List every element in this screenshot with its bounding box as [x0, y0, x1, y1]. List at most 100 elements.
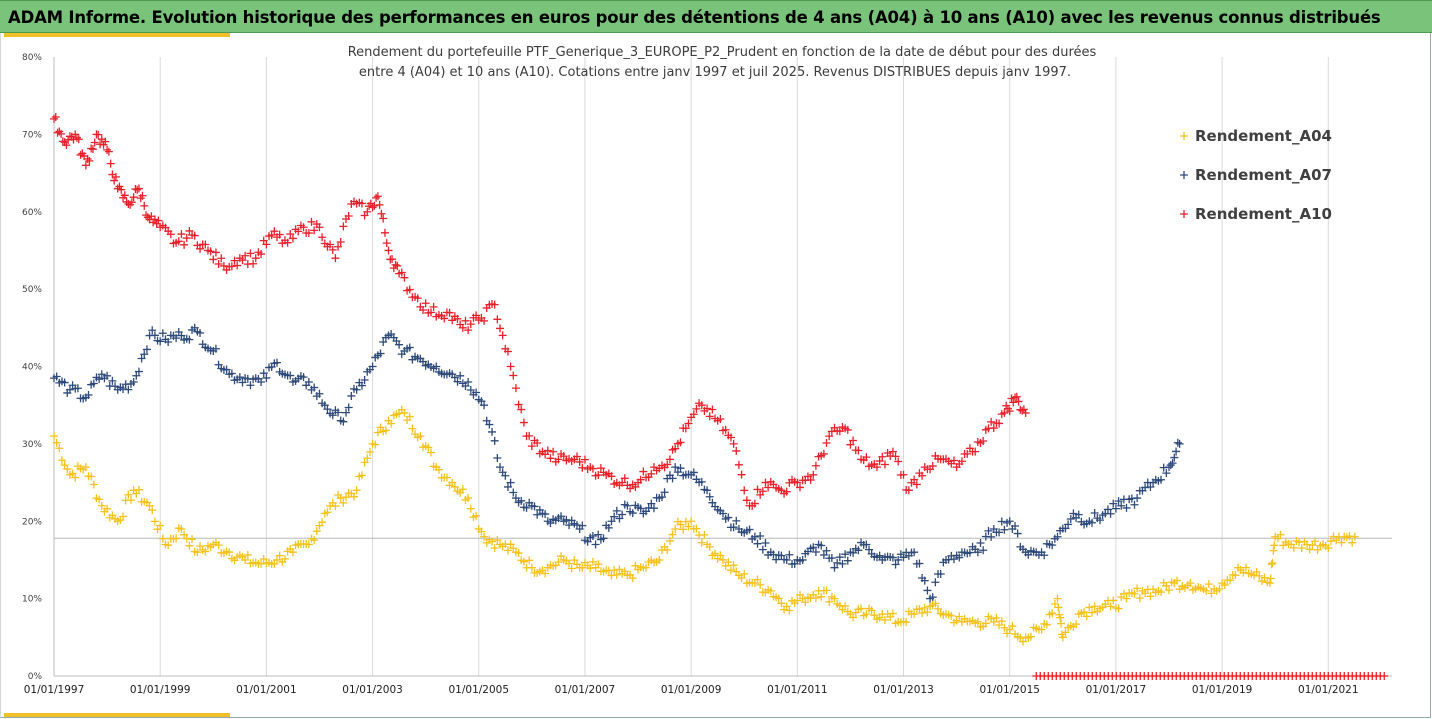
data-point-a10 — [241, 251, 250, 260]
data-point-a10 — [154, 216, 163, 225]
data-point-a10 — [62, 141, 71, 150]
data-point-a07 — [750, 532, 759, 541]
data-point-a07 — [466, 386, 475, 395]
data-point-a07 — [1040, 551, 1049, 560]
data-point-a07 — [368, 362, 377, 371]
data-point-a04 — [52, 438, 61, 447]
data-point-a10 — [88, 145, 97, 154]
x-axis-ticks: 01/01/1997 01/01/1999 01/01/2001 01/01/2003… — [24, 684, 1359, 696]
data-point-a07 — [995, 528, 1004, 537]
data-point-a04 — [304, 540, 313, 549]
data-point-a10 — [825, 432, 834, 441]
data-point-a07 — [835, 553, 844, 562]
data-point-a04 — [1050, 599, 1059, 608]
data-point-a10 — [71, 130, 80, 139]
data-point-a07 — [636, 504, 645, 513]
data-point-a07 — [660, 488, 669, 497]
data-point-a10 — [304, 229, 313, 238]
data-point-a10 — [315, 223, 324, 232]
data-point-a10 — [375, 200, 384, 209]
data-point-a07 — [987, 532, 996, 541]
data-point-a10 — [726, 433, 735, 442]
data-point-a10 — [87, 144, 96, 153]
data-point-a04 — [156, 521, 165, 530]
data-point-a04 — [490, 543, 499, 552]
x-tick-label: 01/01/2003 — [342, 684, 403, 696]
data-point-a04 — [1289, 543, 1298, 552]
data-point-a10 — [380, 228, 389, 237]
data-point-a10 — [607, 472, 616, 481]
data-point-a10 — [681, 424, 690, 433]
data-point-a04 — [371, 440, 380, 449]
data-point-a07 — [915, 559, 924, 568]
data-point-a10 — [400, 273, 409, 282]
data-point-a07 — [862, 540, 871, 549]
data-point-a04 — [870, 611, 879, 620]
data-point-a04 — [920, 603, 929, 612]
data-point-a04 — [692, 524, 701, 533]
data-point-a04 — [655, 555, 664, 564]
data-point-a07 — [1173, 438, 1182, 447]
data-point-a04 — [134, 485, 143, 494]
legend-label-a10: Rendement_A10 — [1195, 205, 1332, 223]
data-point-a04 — [1266, 574, 1275, 583]
data-point-a07 — [352, 385, 361, 394]
data-point-a07 — [1106, 509, 1115, 518]
data-point-a10 — [692, 404, 701, 413]
data-point-a10 — [393, 261, 402, 270]
data-point-a04 — [119, 512, 128, 521]
data-point-a04 — [124, 490, 133, 499]
data-point-a07 — [185, 335, 194, 344]
data-point-a04 — [1119, 589, 1128, 598]
data-point-a07 — [164, 337, 173, 346]
data-point-a07 — [315, 389, 324, 398]
data-point-a07 — [376, 349, 385, 358]
data-point-a10 — [734, 460, 743, 469]
data-point-a10 — [166, 230, 175, 239]
data-point-a04 — [310, 536, 319, 545]
data-point-a07 — [671, 463, 680, 472]
data-point-a10 — [519, 418, 528, 427]
data-point-a07 — [1074, 510, 1083, 519]
data-point-a07 — [841, 550, 850, 559]
data-point-a10 — [782, 487, 791, 496]
data-point-a10 — [689, 410, 698, 419]
data-point-a10 — [458, 323, 467, 332]
data-point-a07 — [1114, 497, 1123, 506]
data-point-a07 — [649, 504, 658, 513]
data-point-a04 — [615, 565, 624, 574]
data-point-a10 — [527, 442, 536, 451]
data-point-a07 — [1109, 499, 1118, 508]
data-point-a07 — [594, 530, 603, 539]
data-point-a07 — [910, 548, 919, 557]
data-point-a10 — [761, 478, 770, 487]
data-point-a07 — [1162, 469, 1171, 478]
data-point-a04 — [150, 517, 159, 526]
data-point-a10 — [588, 464, 597, 473]
data-point-a04 — [910, 610, 919, 619]
data-point-a04 — [148, 506, 157, 515]
data-point-a07 — [588, 531, 597, 540]
data-point-a04 — [880, 615, 889, 624]
data-point-a04 — [201, 547, 210, 556]
data-point-a04 — [918, 609, 927, 617]
data-point-a10 — [372, 193, 381, 202]
data-point-a10 — [94, 130, 103, 139]
data-point-a10 — [190, 231, 199, 240]
y-tick-label: 40% — [22, 363, 42, 373]
data-point-a04 — [400, 408, 409, 417]
data-point-a04 — [280, 554, 289, 563]
data-point-a10 — [705, 412, 714, 421]
data-point-a04 — [1037, 625, 1046, 634]
data-point-a10 — [979, 436, 988, 445]
data-point-a04 — [663, 546, 672, 555]
data-point-a04 — [1109, 596, 1118, 605]
data-point-a04 — [1202, 586, 1211, 595]
data-point-a07 — [819, 550, 828, 559]
data-point-a10 — [957, 457, 966, 466]
data-point-a07 — [273, 358, 281, 367]
data-point-a10 — [209, 255, 218, 264]
data-point-a04 — [740, 569, 749, 578]
data-point-a10 — [251, 254, 260, 263]
data-point-a04 — [766, 586, 775, 595]
